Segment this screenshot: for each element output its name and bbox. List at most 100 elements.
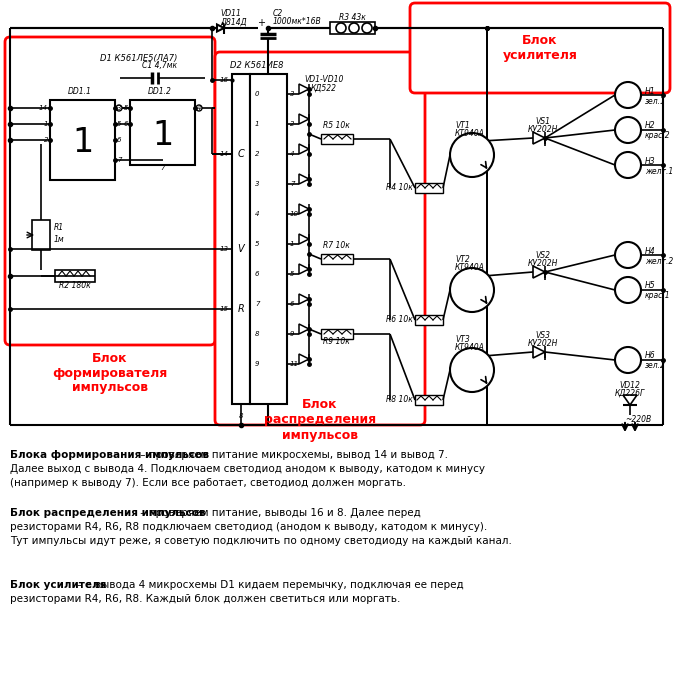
Circle shape [615, 152, 641, 178]
Polygon shape [299, 264, 309, 274]
Bar [415, 395, 443, 405]
Text: VS1: VS1 [536, 117, 551, 126]
Text: 14: 14 [39, 105, 48, 111]
Circle shape [349, 23, 359, 33]
Text: – с вывода 4 микросхемы D1 кидаем перемычку, подключая ее перед: – с вывода 4 микросхемы D1 кидаем перемы… [74, 580, 463, 590]
Text: 9: 9 [290, 331, 295, 337]
Text: 1: 1 [290, 241, 295, 247]
Text: DD1.1: DD1.1 [68, 87, 92, 96]
Text: R4 10к: R4 10к [386, 184, 413, 193]
Circle shape [450, 348, 494, 392]
Bar [50, 100, 115, 180]
Text: КТ940А: КТ940А [455, 343, 485, 352]
Text: 14: 14 [220, 151, 229, 157]
Bar [415, 183, 443, 193]
Text: КУ202Н: КУ202Н [528, 126, 558, 135]
Text: 6: 6 [117, 137, 122, 143]
Polygon shape [299, 234, 309, 244]
Circle shape [362, 23, 372, 33]
Text: VD1-VD10: VD1-VD10 [304, 75, 344, 84]
Text: 15: 15 [220, 306, 229, 312]
Text: КД522: КД522 [311, 84, 337, 93]
FancyBboxPatch shape [410, 3, 670, 93]
Polygon shape [299, 294, 309, 304]
Text: Д814Д: Д814Д [220, 17, 246, 27]
Text: 2: 2 [290, 121, 295, 127]
Text: 10: 10 [290, 211, 299, 217]
Text: DD1.2: DD1.2 [148, 87, 172, 96]
Text: VT1: VT1 [455, 121, 470, 130]
Text: Блок
распределения
импульсов: Блок распределения импульсов [264, 399, 376, 442]
Polygon shape [299, 84, 309, 94]
Text: 7: 7 [290, 181, 295, 187]
Text: 6: 6 [255, 271, 260, 277]
Text: резисторами R4, R6, R8 подключаем светодиод (анодом к выводу, катодом к минусу).: резисторами R4, R6, R8 подключаем светод… [10, 522, 487, 532]
Text: R8 10к: R8 10к [386, 396, 413, 405]
Polygon shape [299, 354, 309, 364]
Text: +: + [257, 18, 265, 28]
Bar [32, 220, 50, 250]
Text: H3: H3 [645, 156, 656, 165]
Bar [55, 270, 95, 282]
Text: 1: 1 [72, 126, 93, 160]
Polygon shape [299, 144, 309, 154]
Text: VT3: VT3 [455, 336, 470, 345]
Text: 0: 0 [255, 91, 260, 97]
Circle shape [615, 277, 641, 303]
Text: 1: 1 [152, 119, 173, 152]
Text: 3: 3 [290, 91, 295, 97]
Text: R7 10к: R7 10к [322, 241, 349, 249]
Text: VS3: VS3 [536, 332, 551, 341]
Circle shape [615, 117, 641, 143]
Polygon shape [299, 324, 309, 334]
Text: КУ202Н: КУ202Н [528, 339, 558, 348]
Text: R2 180к: R2 180к [59, 281, 91, 290]
Bar [130, 100, 195, 165]
Text: зел.1: зел.1 [645, 96, 666, 105]
Text: 3: 3 [117, 105, 122, 111]
Text: R1: R1 [54, 223, 64, 232]
Text: H2: H2 [645, 121, 656, 131]
Text: 3: 3 [255, 181, 260, 187]
Text: КТ940А: КТ940А [455, 128, 485, 138]
Circle shape [450, 268, 494, 312]
Text: VD11: VD11 [220, 10, 241, 19]
Text: 7: 7 [255, 301, 260, 307]
Text: 7: 7 [117, 157, 122, 163]
Text: желт.2: желт.2 [645, 256, 673, 265]
Bar [321, 254, 353, 264]
Text: V: V [238, 244, 244, 254]
Text: 4: 4 [290, 151, 295, 157]
Text: 1: 1 [44, 121, 48, 127]
Circle shape [615, 347, 641, 373]
Circle shape [336, 23, 346, 33]
Bar [232, 74, 250, 404]
Text: 13: 13 [220, 246, 229, 252]
Text: H4: H4 [645, 246, 656, 255]
Text: 4: 4 [197, 105, 201, 111]
Bar [321, 134, 353, 144]
Text: Далее выход с вывода 4. Подключаем светодиод анодом к выводу, катодом к минусу: Далее выход с вывода 4. Подключаем свето… [10, 464, 485, 474]
Text: Блок
формирователя
импульсов: Блок формирователя импульсов [52, 352, 168, 394]
Text: R5 10к: R5 10к [322, 121, 349, 130]
Text: 5: 5 [124, 105, 128, 111]
Text: ~220В: ~220В [625, 415, 651, 424]
Circle shape [116, 105, 122, 111]
Text: КД226Г: КД226Г [615, 389, 645, 397]
Text: 8: 8 [239, 413, 243, 419]
Text: C1 4,7мк: C1 4,7мк [143, 61, 178, 70]
Text: R9 10к: R9 10к [322, 336, 349, 346]
Text: Блока формирования импульсов: Блока формирования импульсов [10, 450, 209, 460]
Text: 8: 8 [255, 331, 260, 337]
Bar [321, 329, 353, 339]
Text: КТ940А: КТ940А [455, 264, 485, 272]
Text: D2 К561ИЕ8: D2 К561ИЕ8 [230, 61, 283, 70]
Text: C: C [238, 149, 244, 159]
Polygon shape [299, 204, 309, 214]
Text: D1 К561ЛЕ5(ЛА7): D1 К561ЛЕ5(ЛА7) [100, 54, 178, 63]
FancyBboxPatch shape [215, 52, 425, 425]
Text: R: R [238, 304, 244, 314]
Text: Блок распределения импульсов: Блок распределения импульсов [10, 508, 206, 518]
Text: 5: 5 [117, 121, 122, 127]
Text: H5: H5 [645, 281, 656, 290]
